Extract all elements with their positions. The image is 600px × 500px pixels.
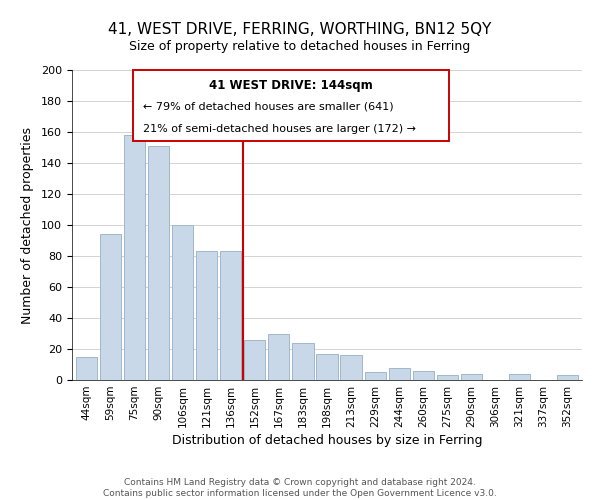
Bar [100,234,121,380]
Bar [124,135,145,380]
Bar [292,343,314,380]
Bar [557,376,578,380]
Bar [196,252,217,380]
Text: Contains HM Land Registry data © Crown copyright and database right 2024.
Contai: Contains HM Land Registry data © Crown c… [103,478,497,498]
X-axis label: Distribution of detached houses by size in Ferring: Distribution of detached houses by size … [172,434,482,447]
Bar [268,334,289,380]
Bar [365,372,386,380]
Bar [76,357,97,380]
Text: 21% of semi-detached houses are larger (172) →: 21% of semi-detached houses are larger (… [143,124,416,134]
Text: ← 79% of detached houses are smaller (641): ← 79% of detached houses are smaller (64… [143,102,394,112]
Bar [244,340,265,380]
Bar [413,370,434,380]
Y-axis label: Number of detached properties: Number of detached properties [21,126,34,324]
Bar [389,368,410,380]
Bar [220,252,241,380]
Bar [461,374,482,380]
Bar [316,354,338,380]
FancyBboxPatch shape [133,70,449,142]
Text: 41, WEST DRIVE, FERRING, WORTHING, BN12 5QY: 41, WEST DRIVE, FERRING, WORTHING, BN12 … [109,22,491,38]
Bar [509,374,530,380]
Bar [340,355,362,380]
Text: 41 WEST DRIVE: 144sqm: 41 WEST DRIVE: 144sqm [209,80,373,92]
Bar [437,376,458,380]
Bar [148,146,169,380]
Text: Size of property relative to detached houses in Ferring: Size of property relative to detached ho… [130,40,470,53]
Bar [172,225,193,380]
